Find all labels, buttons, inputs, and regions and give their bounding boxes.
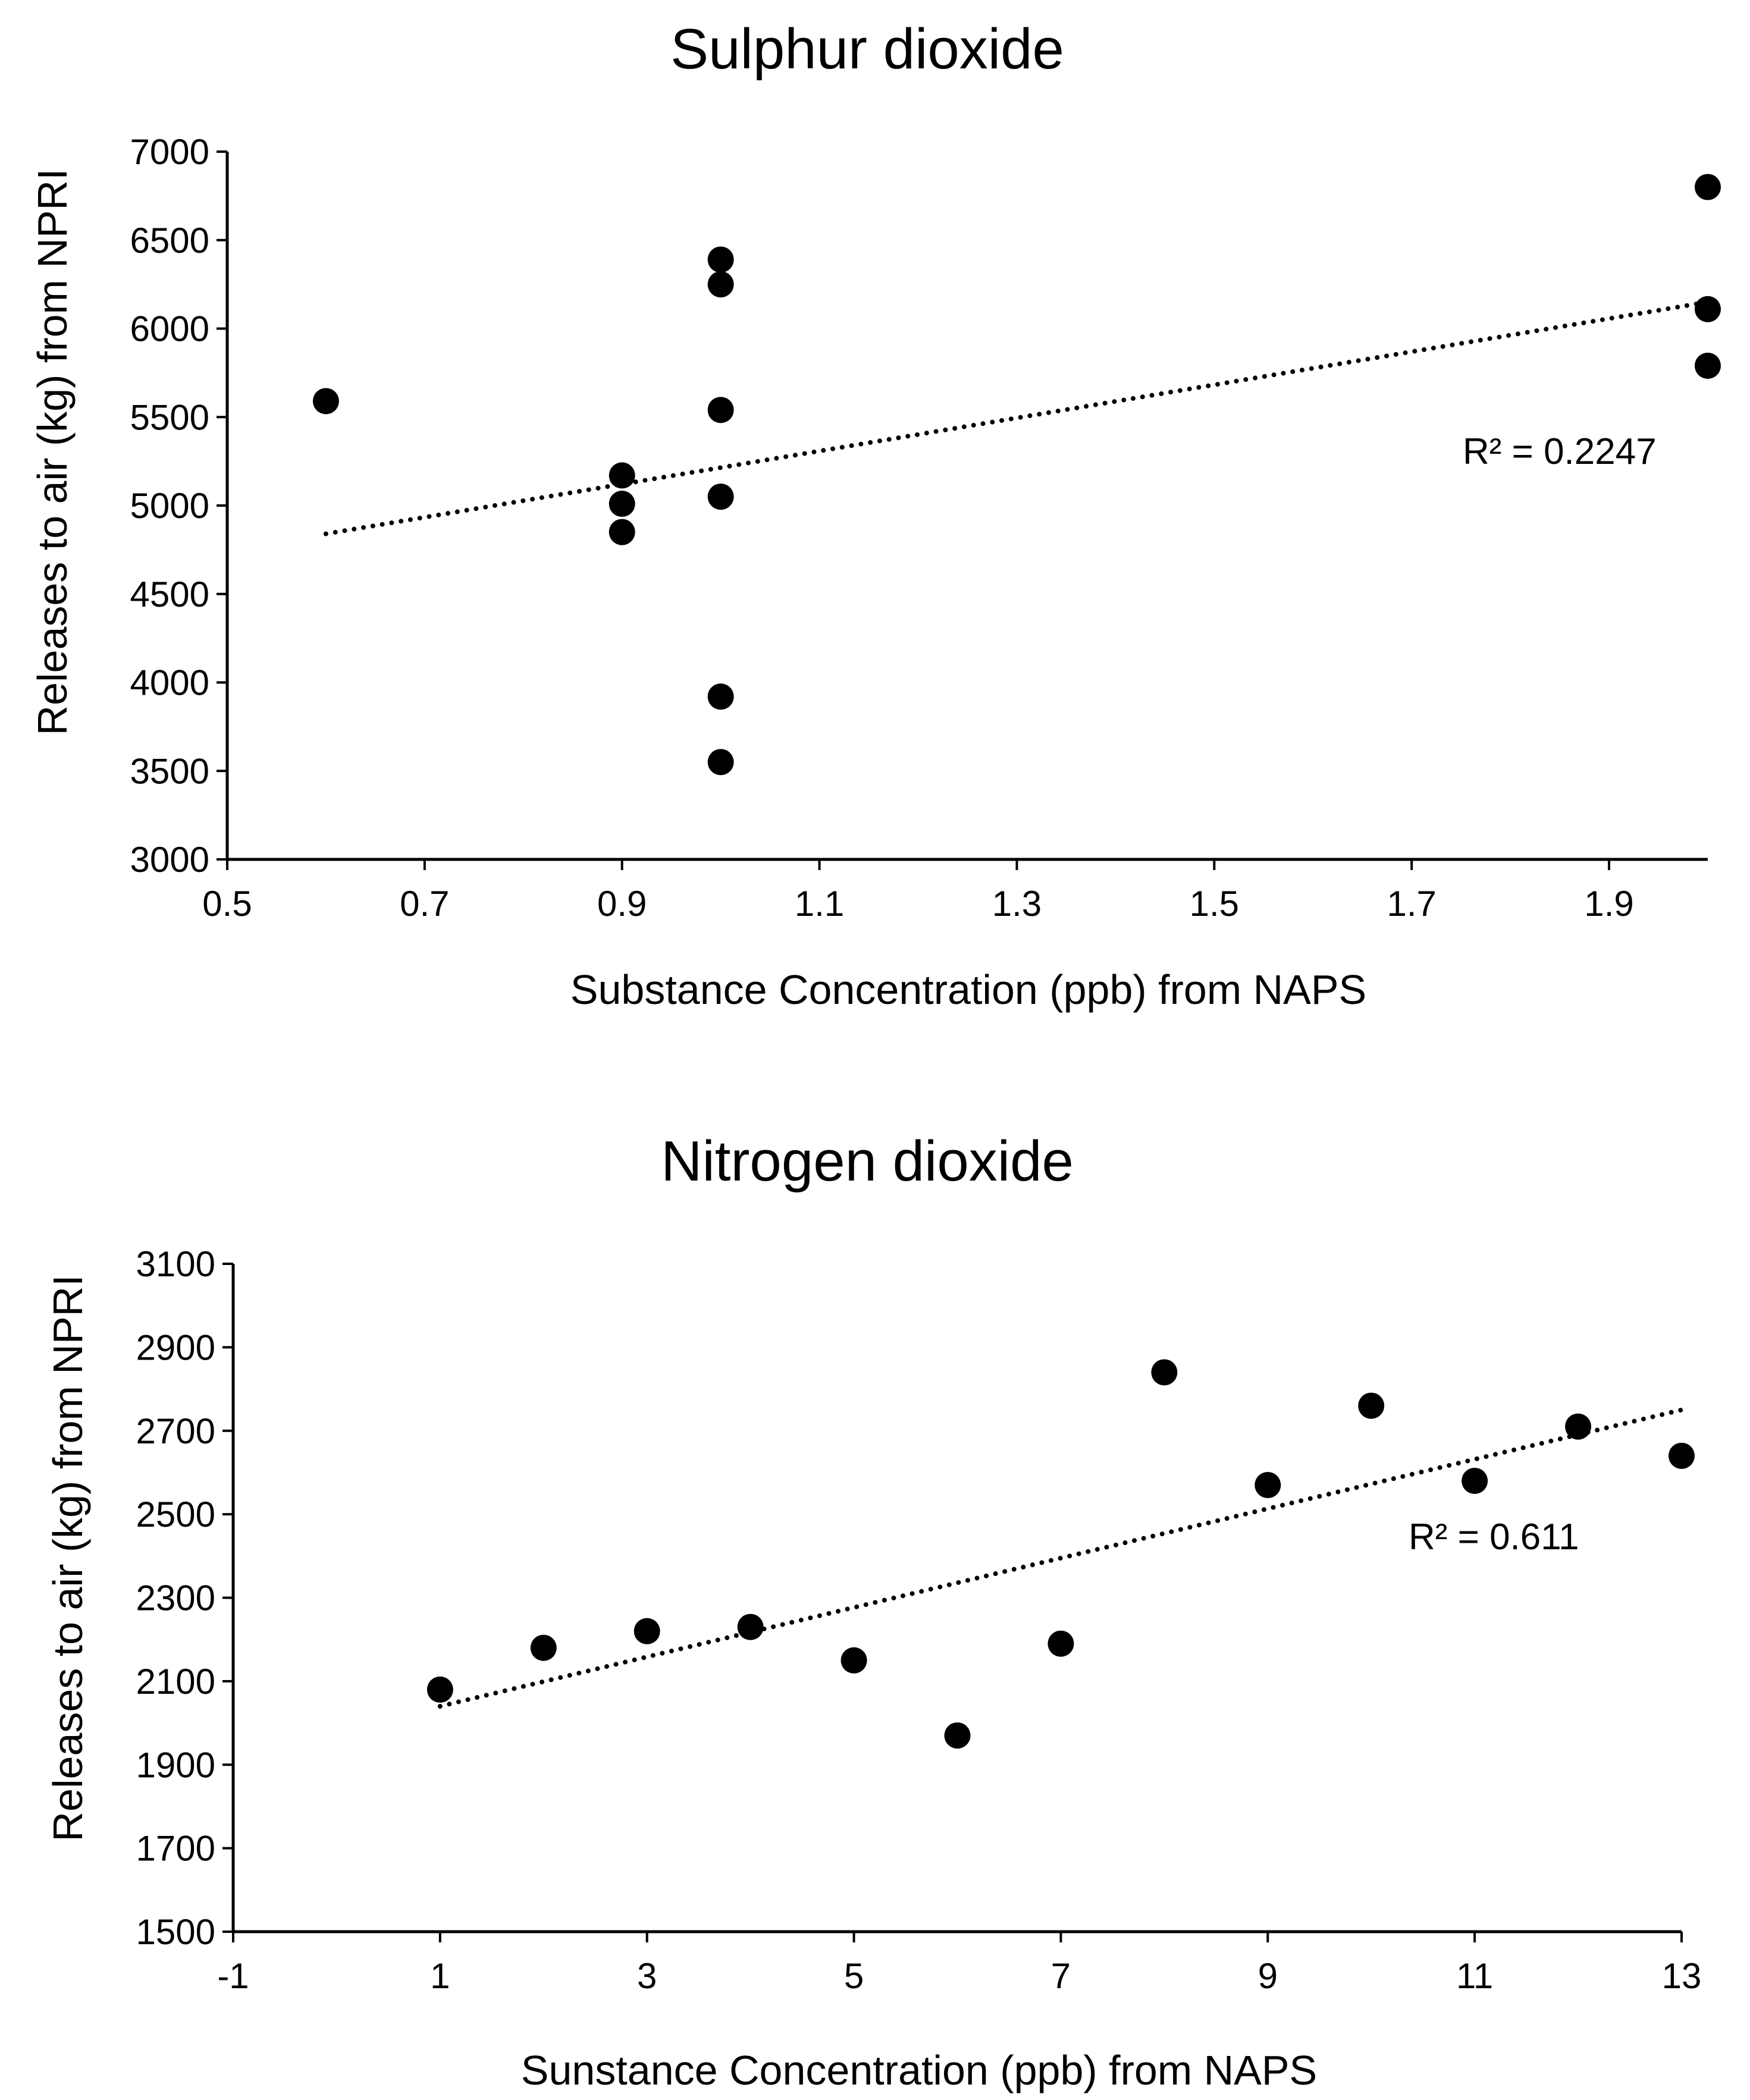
x-tick-label: 1.5 <box>1190 884 1239 924</box>
y-tick-label: 2900 <box>136 1327 215 1367</box>
chart-nitrogen-dioxide: Nitrogen dioxide Releases to air (kg) fr… <box>45 1129 1701 2093</box>
data-point <box>1462 1467 1488 1494</box>
x-tick-label: 0.9 <box>597 884 647 924</box>
data-point <box>530 1634 557 1661</box>
x-tick-label: 1.1 <box>795 884 844 924</box>
data-point <box>1151 1359 1178 1386</box>
data-point <box>707 749 734 776</box>
data-point <box>707 246 734 273</box>
data-point <box>840 1647 867 1674</box>
x-tick-label: 13 <box>1662 1956 1702 1996</box>
x-tick-label: 1.7 <box>1387 884 1436 924</box>
trendline <box>437 1407 1684 1709</box>
x-tick-label: 11 <box>1456 1956 1493 1996</box>
r-squared-annotation: R² = 0.2247 <box>1463 431 1657 472</box>
data-point <box>312 388 339 415</box>
y-tick-label: 6500 <box>130 221 209 260</box>
y-tick-label: 4000 <box>130 663 209 703</box>
data-point <box>707 397 734 423</box>
chart-title: Sulphur dioxide <box>670 17 1064 81</box>
y-tick-label: 2500 <box>136 1495 215 1534</box>
axes <box>231 1264 1682 1933</box>
x-tick-label: 1.9 <box>1584 884 1633 924</box>
y-tick-label: 7000 <box>130 132 209 172</box>
x-tick-label: 0.7 <box>400 884 449 924</box>
data-point <box>737 1614 764 1640</box>
y-tick-label: 1700 <box>136 1829 215 1869</box>
trendline-group <box>323 299 1710 536</box>
y-tick-label: 1900 <box>136 1745 215 1785</box>
y-axis-label: Releases to air (kg) from NPRI <box>29 168 76 735</box>
data-point <box>633 1618 660 1644</box>
y-tick-label: 6000 <box>130 309 209 349</box>
data-point <box>1695 352 1721 379</box>
points-group <box>312 174 1721 776</box>
data-point <box>707 484 734 510</box>
x-tick-label: 1 <box>430 1956 450 1996</box>
data-point <box>1695 296 1721 322</box>
x-tick-label: 3 <box>637 1956 657 1996</box>
y-axis-label: Releases to air (kg) from NPRI <box>45 1275 91 1841</box>
x-tick-label: 1.3 <box>992 884 1042 924</box>
x-tick-label: 7 <box>1051 1956 1071 1996</box>
x-tick-label: 5 <box>844 1956 864 1996</box>
data-point <box>1255 1471 1281 1498</box>
data-point <box>1565 1413 1592 1440</box>
ticks-group: 3000 3500 4000 4500 5000 5500 6000 6500 7000 0.5 0… <box>130 132 1634 924</box>
x-tick-label: 9 <box>1258 1956 1278 1996</box>
y-tick-label: 2300 <box>136 1578 215 1618</box>
data-point <box>426 1676 453 1703</box>
data-point <box>1358 1392 1385 1419</box>
y-tick-label: 3000 <box>130 840 209 880</box>
data-point <box>707 271 734 298</box>
data-point <box>944 1722 971 1749</box>
chart-title: Nitrogen dioxide <box>661 1129 1074 1193</box>
x-axis-label: Sunstance Concentration (ppb) from NAPS <box>521 2047 1317 2093</box>
data-point <box>609 519 635 545</box>
y-tick-label: 5000 <box>130 486 209 526</box>
trendline-group <box>437 1407 1684 1709</box>
data-point <box>707 683 734 710</box>
data-point <box>609 462 635 489</box>
data-point <box>1048 1630 1074 1657</box>
data-point <box>1695 174 1721 200</box>
chart-sulphur-dioxide: Sulphur dioxide Releases to air (kg) fro… <box>29 17 1721 1013</box>
y-tick-label: 2100 <box>136 1662 215 1702</box>
r-squared-annotation: R² = 0.611 <box>1409 1517 1579 1558</box>
y-tick-label: 5500 <box>130 397 209 437</box>
y-tick-label: 4500 <box>130 575 209 614</box>
data-point <box>609 491 635 517</box>
y-tick-label: 3100 <box>136 1244 215 1284</box>
trendline <box>323 299 1710 536</box>
y-tick-label: 2700 <box>136 1411 215 1451</box>
y-tick-label: 3500 <box>130 751 209 791</box>
y-tick-label: 1500 <box>136 1912 215 1952</box>
axes <box>225 152 1708 861</box>
x-axis-label: Substance Concentration (ppb) from NAPS <box>570 966 1366 1013</box>
data-point <box>1669 1442 1695 1469</box>
points-group <box>426 1359 1695 1749</box>
x-tick-label: 0.5 <box>202 884 252 924</box>
x-tick-label: -1 <box>217 1956 249 1996</box>
